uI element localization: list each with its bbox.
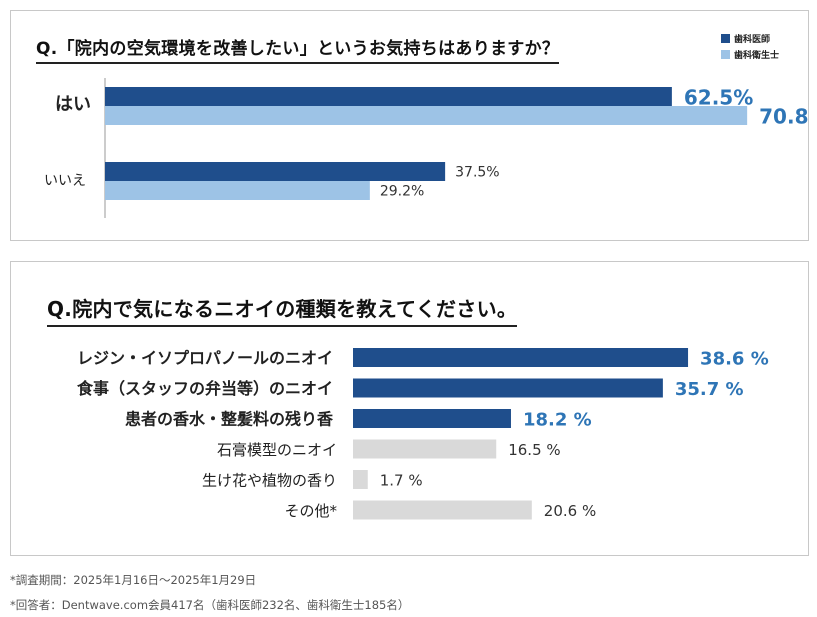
category-label: いいえ xyxy=(44,173,86,189)
data-label: 29.2% xyxy=(380,184,424,200)
bar xyxy=(353,378,663,398)
legend-swatch-hygienist xyxy=(721,50,730,59)
bar-hygienist xyxy=(105,181,370,200)
bar xyxy=(353,409,511,428)
bar-hygienist xyxy=(105,106,748,125)
data-label: 35.7 % xyxy=(675,379,744,400)
bar xyxy=(353,348,689,367)
legend-label-hygienist: 歯科衛生士 xyxy=(734,51,780,61)
footnote-survey-period: *調査期間：2025年1月16日〜2025年1月29日 xyxy=(10,573,257,587)
bar xyxy=(353,470,368,489)
category-label: 石膏模型のニオイ xyxy=(217,441,337,459)
category-label: 生け花や植物の香り xyxy=(202,472,337,490)
question-2-title: Q.院内で気になるニオイの種類を教えてください。 xyxy=(47,293,518,327)
bar xyxy=(353,439,497,459)
footnote-respondents: *回答者：Dentwave.com会員417名（歯科医師232名、歯科衛生士18… xyxy=(10,598,410,612)
data-label: 1.7 % xyxy=(380,472,423,490)
chart-air-environment: はい 62.5%70.8 % いいえ 37.5% 29.2% xyxy=(44,78,808,218)
category-label: 患者の香水・整髪料の残り香 xyxy=(125,410,334,429)
bar-dentist xyxy=(105,162,446,181)
question-2-panel: Q.院内で気になるニオイの種類を教えてください。 レジン・イソプロパノールのニオ… xyxy=(10,261,809,556)
category-label: レジン・イソプロパノールのニオイ xyxy=(77,349,333,368)
data-label: 38.6 % xyxy=(700,349,769,370)
category-label: その他* xyxy=(284,502,337,520)
data-label: 16.5 % xyxy=(508,441,560,459)
question-1-panel: Q.「院内の空気環境を改善したい」というお気持ちはありますか？ 歯科医師 歯科衛… xyxy=(10,10,809,241)
legend-item-dentist: 歯科医師 xyxy=(721,32,770,45)
data-label: 20.6 % xyxy=(544,502,596,520)
category-label: 食事（スタッフの弁当等）のニオイ xyxy=(76,379,333,398)
data-label: 18.2 % xyxy=(523,410,592,431)
data-label: 62.5% xyxy=(684,86,753,110)
category-label: はい xyxy=(55,94,91,115)
legend-label-dentist: 歯科医師 xyxy=(734,35,771,45)
data-label: 37.5% xyxy=(455,165,499,181)
legend-item-hygienist: 歯科衛生士 xyxy=(721,48,779,61)
data-label: 70.8 % xyxy=(759,105,808,129)
question-1-title: Q.「院内の空気環境を改善したい」というお気持ちはありますか？ xyxy=(36,34,560,64)
bar xyxy=(353,500,532,520)
legend-swatch-dentist xyxy=(721,34,730,43)
bar-dentist xyxy=(105,87,672,106)
chart-odor-types: レジン・イソプロパノールのニオイ 38.6 % 食事（スタッフの弁当等）のニオイ 35… xyxy=(76,348,769,520)
